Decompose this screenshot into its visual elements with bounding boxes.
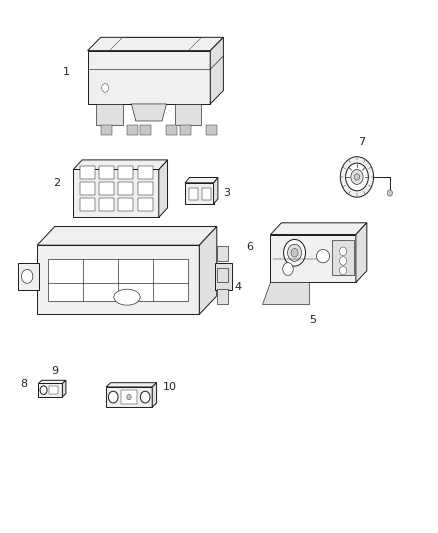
Circle shape xyxy=(340,157,374,197)
Polygon shape xyxy=(138,198,152,211)
Polygon shape xyxy=(217,289,228,304)
Polygon shape xyxy=(217,268,228,282)
Text: 5: 5 xyxy=(310,315,317,325)
Text: 8: 8 xyxy=(20,379,27,389)
Polygon shape xyxy=(159,160,168,217)
Ellipse shape xyxy=(114,289,140,305)
Polygon shape xyxy=(48,259,188,301)
Polygon shape xyxy=(88,37,223,51)
Polygon shape xyxy=(138,182,152,195)
Circle shape xyxy=(283,263,293,276)
Polygon shape xyxy=(80,166,95,179)
Circle shape xyxy=(339,256,346,265)
Polygon shape xyxy=(96,104,123,125)
Polygon shape xyxy=(101,125,112,135)
Circle shape xyxy=(339,266,346,275)
Polygon shape xyxy=(37,245,199,314)
Polygon shape xyxy=(49,386,58,394)
Polygon shape xyxy=(166,125,177,135)
Text: 10: 10 xyxy=(163,383,177,392)
Polygon shape xyxy=(118,166,133,179)
Circle shape xyxy=(21,270,33,284)
Polygon shape xyxy=(118,182,133,195)
Polygon shape xyxy=(199,227,217,314)
Polygon shape xyxy=(99,182,114,195)
Polygon shape xyxy=(18,263,39,290)
Circle shape xyxy=(109,391,118,403)
Polygon shape xyxy=(201,188,211,200)
Polygon shape xyxy=(88,51,210,104)
Polygon shape xyxy=(210,37,223,104)
Polygon shape xyxy=(131,104,166,121)
Text: 1: 1 xyxy=(63,67,70,77)
Polygon shape xyxy=(140,125,151,135)
Polygon shape xyxy=(39,384,63,397)
Polygon shape xyxy=(118,198,133,211)
Polygon shape xyxy=(63,381,66,397)
Polygon shape xyxy=(214,177,218,204)
Polygon shape xyxy=(185,183,214,204)
Polygon shape xyxy=(37,227,217,245)
Polygon shape xyxy=(270,223,367,235)
Polygon shape xyxy=(217,246,228,261)
Circle shape xyxy=(351,169,363,184)
Text: 2: 2 xyxy=(53,178,60,188)
Polygon shape xyxy=(74,169,159,217)
Polygon shape xyxy=(180,125,191,135)
Circle shape xyxy=(102,84,109,92)
Polygon shape xyxy=(185,177,218,183)
Polygon shape xyxy=(188,188,198,200)
Text: 3: 3 xyxy=(223,189,230,198)
Polygon shape xyxy=(106,383,156,387)
Polygon shape xyxy=(215,263,232,290)
Circle shape xyxy=(284,239,305,266)
Circle shape xyxy=(354,174,360,180)
Text: 9: 9 xyxy=(51,366,58,376)
Circle shape xyxy=(339,247,346,255)
Circle shape xyxy=(140,391,150,403)
Circle shape xyxy=(346,163,368,191)
Circle shape xyxy=(40,386,47,394)
Polygon shape xyxy=(332,240,354,275)
Polygon shape xyxy=(80,198,95,211)
Polygon shape xyxy=(39,381,66,384)
Ellipse shape xyxy=(316,249,329,263)
Polygon shape xyxy=(121,390,137,404)
Polygon shape xyxy=(270,235,356,282)
Circle shape xyxy=(287,244,301,261)
Polygon shape xyxy=(80,182,95,195)
Polygon shape xyxy=(99,166,114,179)
Text: 6: 6 xyxy=(246,241,253,252)
Circle shape xyxy=(127,394,131,400)
Text: 7: 7 xyxy=(358,137,365,147)
Polygon shape xyxy=(138,166,152,179)
Polygon shape xyxy=(106,387,152,407)
Polygon shape xyxy=(206,125,217,135)
Polygon shape xyxy=(74,160,168,169)
Polygon shape xyxy=(356,223,367,282)
Polygon shape xyxy=(152,383,156,407)
Text: 4: 4 xyxy=(234,282,241,292)
Circle shape xyxy=(291,248,298,257)
Polygon shape xyxy=(261,282,309,304)
Circle shape xyxy=(387,190,392,196)
Polygon shape xyxy=(127,125,138,135)
Polygon shape xyxy=(99,198,114,211)
Polygon shape xyxy=(175,104,201,125)
